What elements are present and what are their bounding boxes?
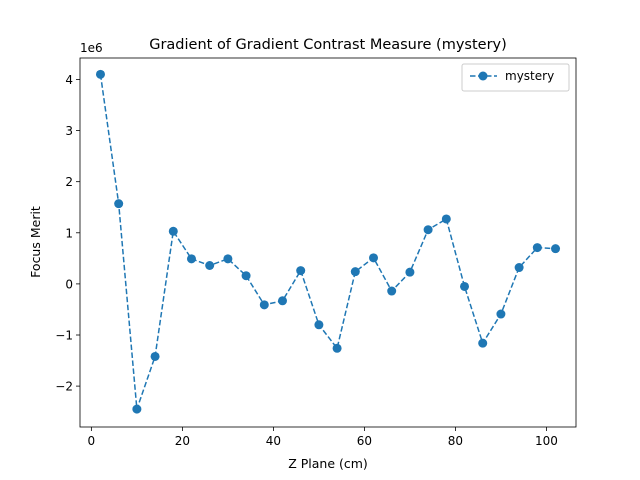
- legend: mystery: [461, 63, 570, 92]
- y-tick-label: −2: [55, 380, 73, 394]
- data-point: [259, 300, 269, 310]
- data-point: [350, 267, 360, 277]
- data-point: [423, 225, 433, 235]
- axes-frame: [79, 57, 577, 428]
- y-tick-label: 2: [65, 175, 73, 189]
- x-tick-label: 100: [535, 434, 558, 448]
- x-axis-label: Z Plane (cm): [288, 456, 368, 471]
- data-point: [168, 226, 178, 236]
- chart-title: Gradient of Gradient Contrast Measure (m…: [149, 37, 507, 53]
- y-scale-offset-label: 1e6: [80, 41, 103, 55]
- data-point: [132, 404, 142, 414]
- series-line-mystery: [99, 74, 556, 410]
- data-point: [186, 254, 196, 264]
- y-tick-label: 4: [65, 73, 73, 87]
- data-point: [114, 199, 124, 209]
- data-point: [387, 286, 397, 296]
- data-point: [314, 320, 324, 330]
- data-point: [496, 309, 506, 319]
- data-point: [205, 260, 215, 270]
- x-tick-label: 0: [88, 434, 96, 448]
- data-point: [332, 343, 342, 353]
- data-point: [478, 338, 488, 348]
- data-point: [150, 351, 160, 361]
- plot-area: 0 20 40 60 80 100 −2 −1 0 1 2 3 4: [55, 57, 577, 448]
- y-tick-label: 3: [65, 124, 73, 138]
- data-point: [223, 254, 233, 264]
- data-point: [460, 281, 470, 291]
- data-point: [95, 69, 105, 79]
- legend-frame: [461, 63, 570, 92]
- y-axis-label: Focus Merit: [28, 206, 43, 278]
- legend-point-marker: [478, 71, 488, 81]
- data-point: [551, 244, 561, 254]
- data-point: [532, 243, 542, 253]
- data-point: [369, 253, 379, 263]
- legend-label: mystery: [505, 69, 554, 83]
- x-tick-label: 80: [448, 434, 463, 448]
- data-point: [405, 267, 415, 277]
- y-tick-label: 1: [65, 226, 73, 240]
- data-point: [296, 266, 306, 276]
- data-point: [277, 296, 287, 306]
- data-point: [441, 214, 451, 224]
- data-point: [514, 263, 524, 273]
- x-tick-label: 60: [357, 434, 372, 448]
- data-point: [241, 271, 251, 281]
- y-tick-label: −1: [55, 329, 73, 343]
- x-tick-label: 40: [266, 434, 281, 448]
- x-tick-label: 20: [175, 434, 190, 448]
- y-tick-label: 0: [65, 277, 73, 291]
